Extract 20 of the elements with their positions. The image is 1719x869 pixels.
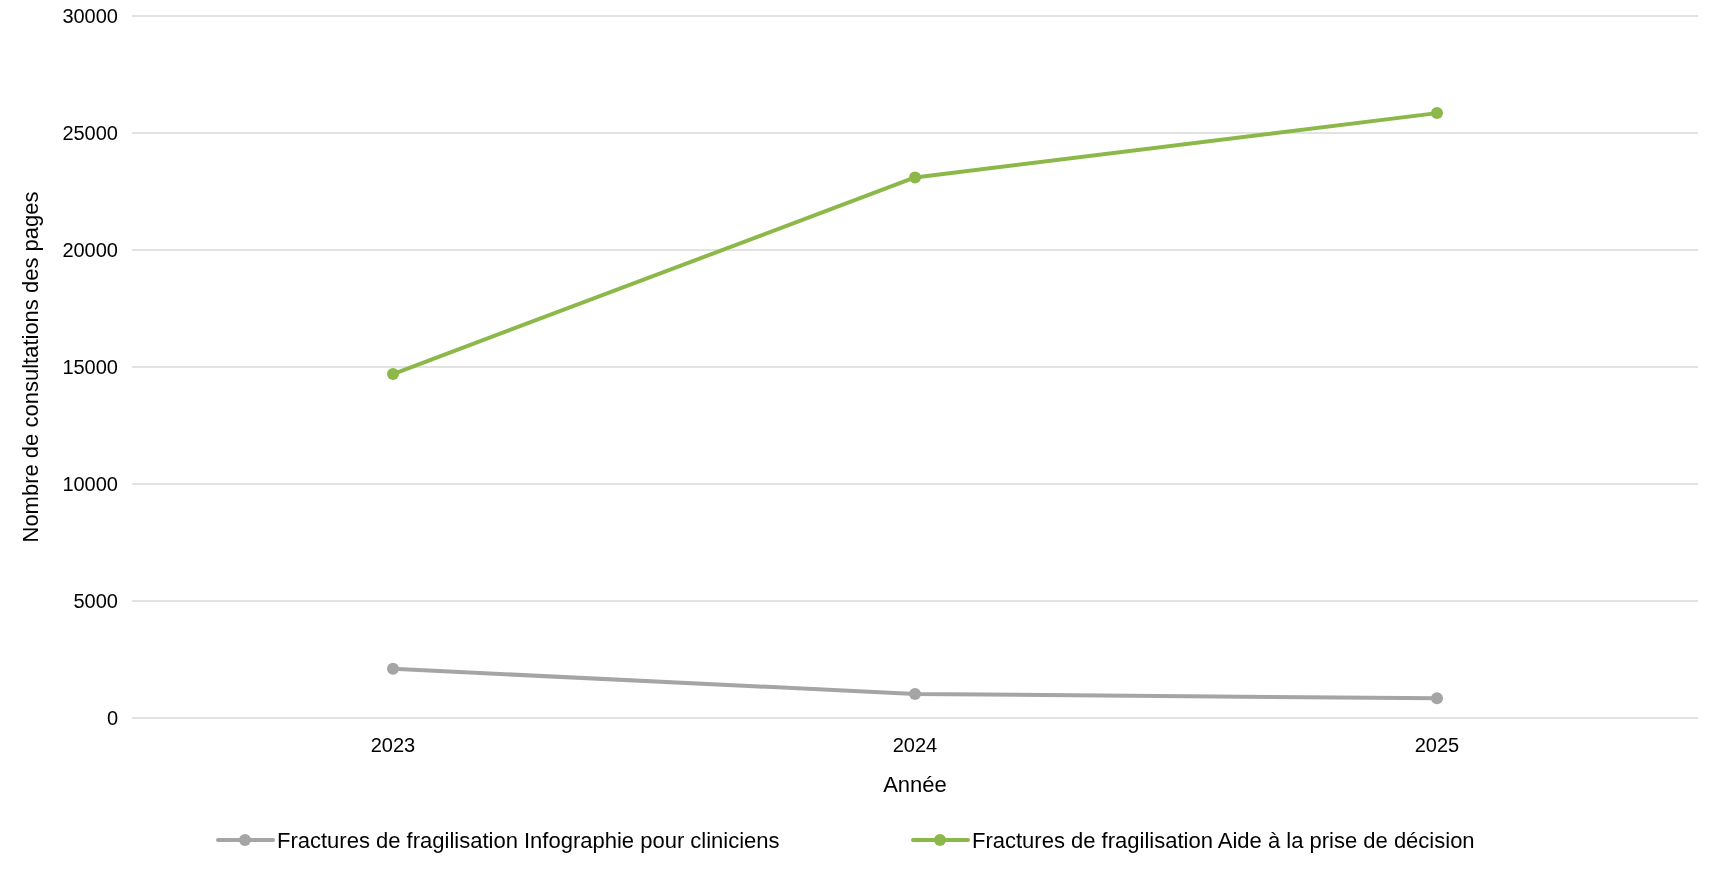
point — [909, 171, 921, 184]
y-tick-label: 5000 — [73, 590, 118, 612]
point — [1431, 692, 1443, 705]
x-tick-label: 2025 — [1414, 734, 1460, 756]
point — [1431, 107, 1443, 120]
x-axis-title: Année — [883, 772, 947, 797]
y-tick-label: 10000 — [62, 473, 118, 495]
x-tick-label: 2024 — [892, 734, 938, 756]
y-tick-label: 20000 — [62, 239, 118, 261]
legend-label: Fractures de fragilisation Infographie pour cliniciens — [277, 827, 780, 853]
y-tick-label: 0 — [106, 707, 118, 729]
point — [909, 687, 921, 700]
y-tick-label: 30000 — [62, 5, 118, 27]
point — [387, 368, 399, 381]
y-tick-label: 25000 — [62, 122, 118, 144]
x-tick-label: 2023 — [370, 734, 416, 756]
y-tick-label: 15000 — [62, 356, 118, 378]
y-axis-title: Nombre de consultations des pages — [18, 191, 43, 543]
legend-label: Fractures de fragilisation Aide à la prise de décision — [972, 827, 1475, 853]
point — [387, 662, 399, 675]
